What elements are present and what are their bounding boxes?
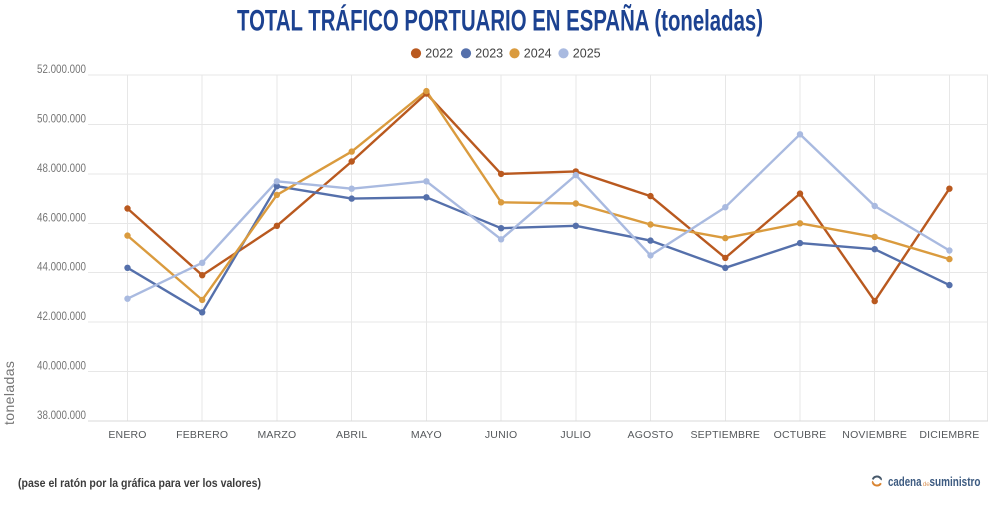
svg-text:TOTAL TRÁFICO PORTUARIO EN ESP: TOTAL TRÁFICO PORTUARIO EN ESPAÑA (tonel… [237, 4, 763, 38]
svg-text:DICIEMBRE: DICIEMBRE [919, 429, 979, 441]
svg-text:toneladas: toneladas [1, 361, 17, 425]
svg-text:(pase el ratón por la gráfica: (pase el ratón por la gráfica para ver l… [18, 476, 261, 490]
svg-text:NOVIEMBRE: NOVIEMBRE [842, 429, 907, 441]
svg-text:JUNIO: JUNIO [485, 429, 518, 441]
svg-text:OCTUBRE: OCTUBRE [774, 429, 827, 441]
svg-text:AGOSTO: AGOSTO [628, 429, 674, 441]
svg-text:48.000.000: 48.000.000 [37, 163, 86, 175]
svg-text:38.000.000: 38.000.000 [37, 410, 86, 422]
svg-text:ABRIL: ABRIL [336, 429, 367, 441]
svg-text:2023: 2023 [475, 47, 503, 61]
svg-text:SEPTIEMBRE: SEPTIEMBRE [690, 429, 760, 441]
svg-text:ENERO: ENERO [108, 429, 146, 441]
svg-text:2024: 2024 [524, 47, 552, 61]
svg-text:JULIO: JULIO [560, 429, 591, 441]
svg-text:suministro: suministro [930, 474, 981, 489]
svg-text:MAYO: MAYO [411, 429, 442, 441]
svg-text:de: de [923, 481, 931, 488]
svg-text:40.000.000: 40.000.000 [37, 361, 86, 373]
svg-text:2022: 2022 [425, 47, 453, 61]
svg-text:MARZO: MARZO [257, 429, 296, 441]
svg-text:2025: 2025 [573, 47, 601, 61]
svg-text:FEBRERO: FEBRERO [176, 429, 228, 441]
svg-text:52.000.000: 52.000.000 [37, 64, 86, 76]
svg-text:44.000.000: 44.000.000 [37, 262, 86, 274]
svg-text:50.000.000: 50.000.000 [37, 113, 86, 125]
svg-text:42.000.000: 42.000.000 [37, 311, 86, 323]
svg-text:46.000.000: 46.000.000 [37, 212, 86, 224]
svg-text:cadena: cadena [888, 474, 922, 489]
